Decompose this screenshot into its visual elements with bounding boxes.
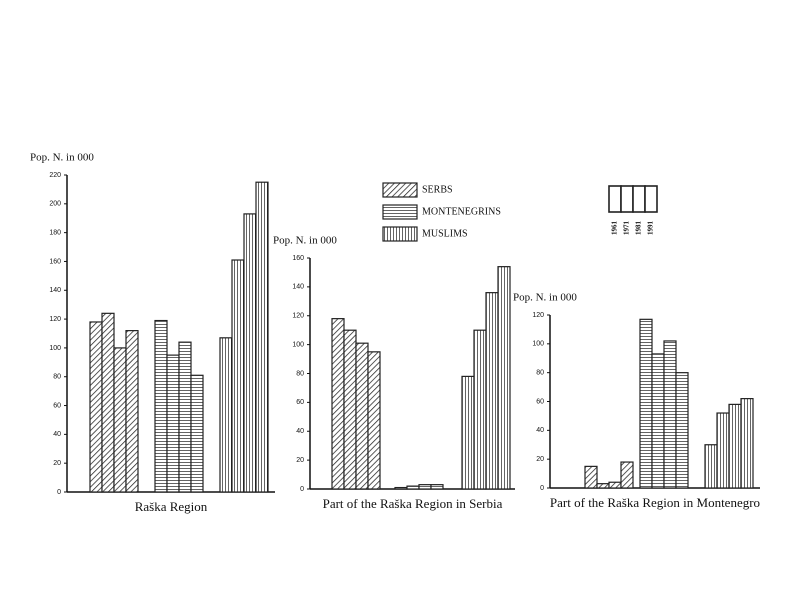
bar xyxy=(89,321,103,493)
y-tick-label: 100 xyxy=(532,341,544,348)
bar xyxy=(473,329,487,490)
y-axis-label: Pop. N. in 000 xyxy=(273,235,337,247)
y-axis-label: Pop. N. in 000 xyxy=(30,152,94,164)
bar xyxy=(190,374,204,493)
y-tick-label: 100 xyxy=(292,341,304,348)
year-key-label: 1971 xyxy=(623,221,631,236)
y-tick-label: 160 xyxy=(49,258,61,265)
bar xyxy=(497,266,511,490)
bar xyxy=(651,353,665,489)
bar xyxy=(113,347,127,493)
bar xyxy=(584,465,598,489)
bar xyxy=(704,444,718,489)
bar xyxy=(331,318,345,490)
year-key-label: 1981 xyxy=(635,221,643,236)
y-tick-label: 220 xyxy=(49,172,61,179)
bar xyxy=(461,375,475,490)
y-tick-label: 140 xyxy=(49,287,61,294)
y-tick-label: 0 xyxy=(300,486,304,493)
bar xyxy=(355,342,369,490)
legend-swatch xyxy=(382,182,418,198)
year-key-cell xyxy=(644,185,658,213)
y-tick-label: 120 xyxy=(292,313,304,320)
legend-label: MUSLIMS xyxy=(422,228,468,239)
bar xyxy=(367,351,381,490)
bar xyxy=(663,340,677,489)
x-axis-label: Part of the Raška Region in Serbia xyxy=(323,496,503,511)
bar xyxy=(620,461,634,489)
bar xyxy=(255,181,269,493)
bar xyxy=(485,292,499,490)
bar xyxy=(394,486,408,490)
bar xyxy=(219,337,233,493)
x-axis-label: Part of the Raška Region in Montenegro xyxy=(550,495,760,510)
y-tick-label: 40 xyxy=(53,431,61,438)
y-tick-label: 60 xyxy=(53,402,61,409)
legend-swatch xyxy=(382,204,418,220)
bar xyxy=(178,341,192,493)
year-key-label: 1961 xyxy=(611,221,619,236)
year-key-cell xyxy=(608,185,622,213)
y-tick-label: 20 xyxy=(296,457,304,464)
legend-label: MONTENEGRINS xyxy=(422,206,501,217)
y-tick-label: 60 xyxy=(536,398,544,405)
legend-label: SERBS xyxy=(422,184,453,195)
y-tick-label: 20 xyxy=(536,456,544,463)
bar xyxy=(154,319,168,493)
y-tick-label: 20 xyxy=(53,460,61,467)
bar xyxy=(418,484,432,490)
y-axis-label: Pop. N. in 000 xyxy=(513,292,577,304)
bar xyxy=(243,213,257,493)
year-key-cell xyxy=(620,185,634,213)
y-tick-label: 40 xyxy=(296,428,304,435)
y-tick-label: 120 xyxy=(49,316,61,323)
bar xyxy=(728,403,742,489)
x-axis-label: Raška Region xyxy=(135,499,208,514)
y-tick-label: 180 xyxy=(49,229,61,236)
y-tick-label: 200 xyxy=(49,201,61,208)
bar xyxy=(596,483,610,489)
bar xyxy=(406,485,420,490)
y-tick-label: 40 xyxy=(536,427,544,434)
y-tick-label: 120 xyxy=(532,312,544,319)
legend-swatch xyxy=(382,226,418,242)
bar xyxy=(430,484,444,490)
bar xyxy=(716,412,730,489)
y-tick-label: 160 xyxy=(292,255,304,262)
y-tick-label: 0 xyxy=(540,485,544,492)
y-tick-label: 80 xyxy=(53,374,61,381)
bar xyxy=(231,259,245,493)
bar xyxy=(675,372,689,489)
y-tick-label: 0 xyxy=(57,489,61,496)
bar xyxy=(740,398,754,489)
y-tick-label: 80 xyxy=(296,370,304,377)
y-tick-label: 60 xyxy=(296,399,304,406)
bar xyxy=(125,330,139,493)
y-tick-label: 100 xyxy=(49,345,61,352)
year-key-label: 1991 xyxy=(647,221,655,236)
year-key-cell xyxy=(632,185,646,213)
bar xyxy=(343,329,357,490)
y-tick-label: 80 xyxy=(536,370,544,377)
bar xyxy=(101,312,115,493)
bar xyxy=(608,481,622,489)
bar xyxy=(639,318,653,489)
bar xyxy=(166,354,180,493)
y-tick-label: 140 xyxy=(292,284,304,291)
